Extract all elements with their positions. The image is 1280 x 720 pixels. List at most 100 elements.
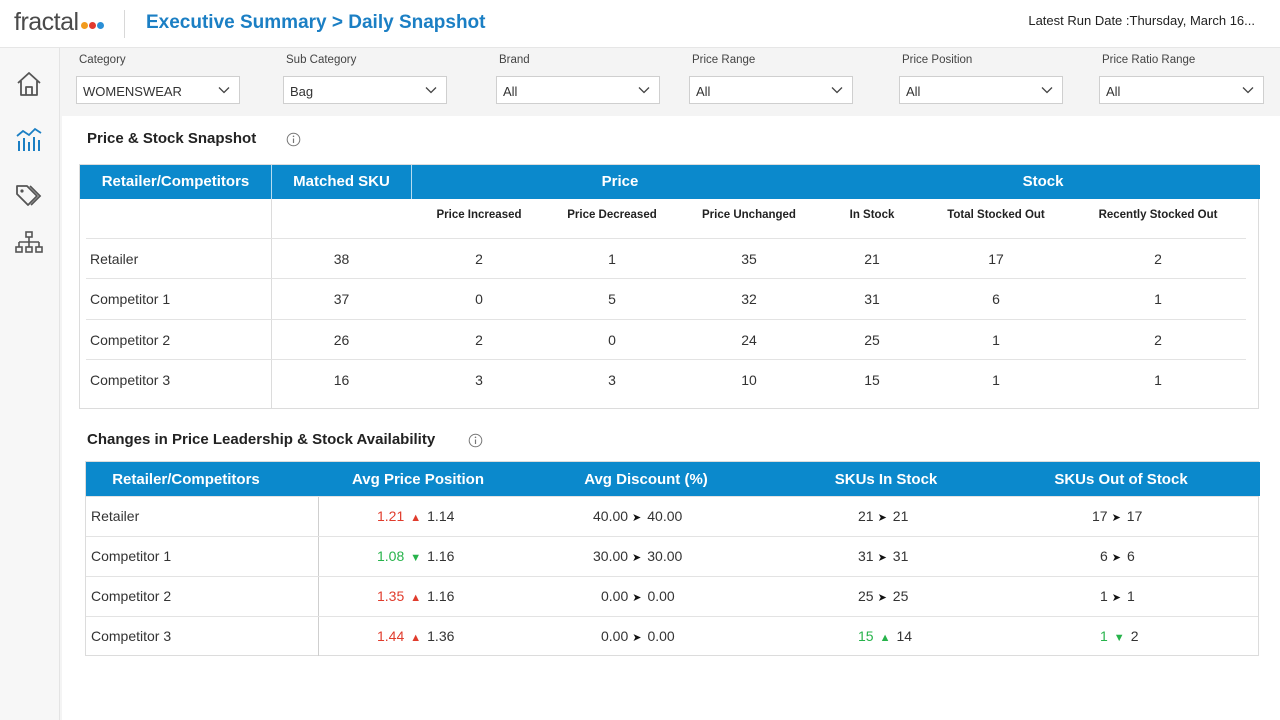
table-row[interactable]: Competitor 2 26 2 0 24 25 1 2 (86, 319, 1246, 359)
hierarchy-icon[interactable] (13, 228, 45, 260)
to-value: 0.00 (647, 588, 675, 604)
sidebar (0, 48, 60, 720)
subheader-recently-stocked-out: Recently Stocked Out (1098, 209, 1218, 221)
to-value: 1.16 (427, 548, 455, 564)
table-row[interactable]: Retailer 1.21 ▲ 1.14 40.00 ➤ 40.00 21 ➤ 21 17 ➤… (86, 496, 1258, 536)
row-name: Competitor 1 (90, 291, 171, 307)
table-row[interactable]: Competitor 1 1.08 ▼ 1.16 30.00 ➤ 30.00 31 ➤ 31… (86, 536, 1258, 576)
price-position-dropdown[interactable]: All (899, 76, 1063, 104)
filter-label: Price Range (692, 54, 756, 66)
subheader-price-unchanged: Price Unchanged (702, 209, 796, 221)
col-header-avg-discount[interactable]: Avg Discount (%) (584, 471, 708, 488)
brand-dropdown[interactable]: All (496, 76, 660, 104)
arrow-right-icon: ➤ (632, 632, 642, 644)
row-name: Competitor 3 (90, 372, 171, 388)
chevron-down-icon (1041, 87, 1053, 94)
breadcrumb[interactable]: Executive Summary > Daily Snapshot (146, 12, 486, 33)
cell-avg-discount: 40.00 ➤ 40.00 (593, 497, 682, 537)
from-value: 1.08 (377, 548, 405, 564)
col-header-skus-out-of-stock[interactable]: SKUs Out of Stock (1054, 471, 1188, 488)
arrow-right-icon: ➤ (1111, 552, 1122, 564)
filter-label: Sub Category (286, 54, 357, 66)
chevron-down-icon (218, 87, 230, 94)
from-value: 6 (1100, 548, 1108, 564)
to-value: 1 (1127, 588, 1135, 604)
filter-label: Price Position (902, 54, 973, 66)
fractal-logo[interactable]: fractal (14, 8, 104, 37)
info-icon[interactable] (286, 132, 301, 147)
arrow-right-icon: ➤ (632, 512, 642, 524)
tags-icon[interactable] (13, 180, 45, 212)
filter-label: Category (79, 54, 126, 66)
cell-matched: 26 (333, 332, 350, 348)
col-header-matched-sku[interactable]: Matched SKU (293, 173, 390, 190)
from-value: 25 (858, 588, 874, 604)
price-range-dropdown[interactable]: All (689, 76, 853, 104)
col-header-stock[interactable]: Stock (1022, 173, 1064, 190)
filter-value: All (696, 84, 711, 99)
cell-avg-price-position: 1.44 ▲ 1.36 (377, 617, 454, 657)
arrow-right-icon: ➤ (1111, 512, 1121, 524)
from-value: 1.35 (377, 588, 405, 604)
chart-icon[interactable] (13, 124, 45, 156)
cell-avg-price-position: 1.08 ▼ 1.16 (377, 537, 454, 577)
cell-price-decreased: 0 (608, 332, 616, 348)
filter-price-ratio-range: Price Ratio Range All (1099, 54, 1264, 104)
header-separator (411, 165, 412, 199)
subheader-price-increased: Price Increased (436, 209, 522, 221)
sub-category-dropdown[interactable]: Bag (283, 76, 447, 104)
cell-skus-out-of-stock: 17 ➤ 17 (1092, 497, 1142, 537)
filter-value: All (906, 84, 921, 99)
filter-label: Price Ratio Range (1102, 54, 1196, 66)
table-row[interactable]: Competitor 2 1.35 ▲ 1.16 0.00 ➤ 0.00 25 ➤ 25 1… (86, 576, 1258, 616)
table-header: Retailer/Competitors Avg Price Position … (86, 462, 1260, 496)
snapshot-title: Price & Stock Snapshot (87, 130, 257, 147)
arrow-right-icon: ➤ (877, 592, 887, 604)
table-row[interactable]: Retailer 38 2 1 35 21 17 2 (86, 238, 1246, 278)
cell-in-stock: 25 (864, 332, 880, 348)
chevron-down-icon (638, 87, 650, 94)
to-value: 14 (896, 628, 913, 644)
triangle-down-icon: ▼ (1113, 632, 1125, 644)
cell-avg-discount: 0.00 ➤ 0.00 (601, 577, 675, 617)
subheader-price-decreased: Price Decreased (567, 209, 657, 221)
cell-skus-in-stock: 25 ➤ 25 (858, 577, 908, 617)
row-name: Retailer (91, 508, 140, 524)
filter-value: All (1106, 84, 1121, 99)
from-value: 17 (1092, 508, 1108, 524)
filter-value: Bag (290, 84, 314, 99)
table-row[interactable]: Competitor 3 16 3 3 10 15 1 1 (86, 359, 1246, 399)
filter-value: All (503, 84, 518, 99)
table-header: Retailer/Competitors Matched SKU Price S… (80, 165, 1260, 199)
app-header: fractal Executive Summary > Daily Snapsh… (0, 0, 1280, 48)
info-icon[interactable] (468, 433, 483, 448)
cell-skus-out-of-stock: 1 ➤ 1 (1100, 577, 1135, 617)
table-row[interactable]: Competitor 3 1.44 ▲ 1.36 0.00 ➤ 0.00 15 ▲ 14 1… (86, 616, 1258, 656)
home-icon[interactable] (13, 68, 45, 100)
from-value: 0.00 (601, 588, 629, 604)
to-value: 1.16 (427, 588, 455, 604)
cell-price-decreased: 1 (608, 251, 616, 267)
table-row[interactable]: Competitor 1 37 0 5 32 31 6 1 (86, 278, 1246, 318)
col-header-skus-in-stock[interactable]: SKUs In Stock (834, 471, 938, 488)
cell-price-increased: 3 (475, 372, 483, 388)
category-dropdown[interactable]: WOMENSWEAR (76, 76, 240, 104)
filter-bar: Category WOMENSWEAR Sub Category Bag Bra… (62, 48, 1280, 112)
arrow-right-icon: ➤ (632, 592, 642, 604)
cell-in-stock: 15 (864, 372, 880, 388)
cell-avg-price-position: 1.21 ▲ 1.14 (377, 497, 454, 537)
cell-price-unchanged: 10 (741, 372, 757, 388)
price-ratio-range-dropdown[interactable]: All (1099, 76, 1264, 104)
logo-dots (80, 8, 104, 37)
triangle-up-icon: ▲ (410, 512, 422, 524)
col-header-avg-price-position[interactable]: Avg Price Position (352, 471, 484, 488)
to-value: 1.36 (427, 628, 455, 644)
to-value: 6 (1127, 548, 1135, 564)
from-value: 15 (858, 628, 874, 644)
filter-category: Category WOMENSWEAR (76, 54, 240, 104)
cell-skus-in-stock: 21 ➤ 21 (858, 497, 908, 537)
col-header-price[interactable]: Price (601, 173, 639, 190)
from-value: 30.00 (593, 548, 629, 564)
col-header-retailer[interactable]: Retailer/Competitors (101, 173, 250, 190)
col-header-retailer[interactable]: Retailer/Competitors (112, 471, 260, 488)
